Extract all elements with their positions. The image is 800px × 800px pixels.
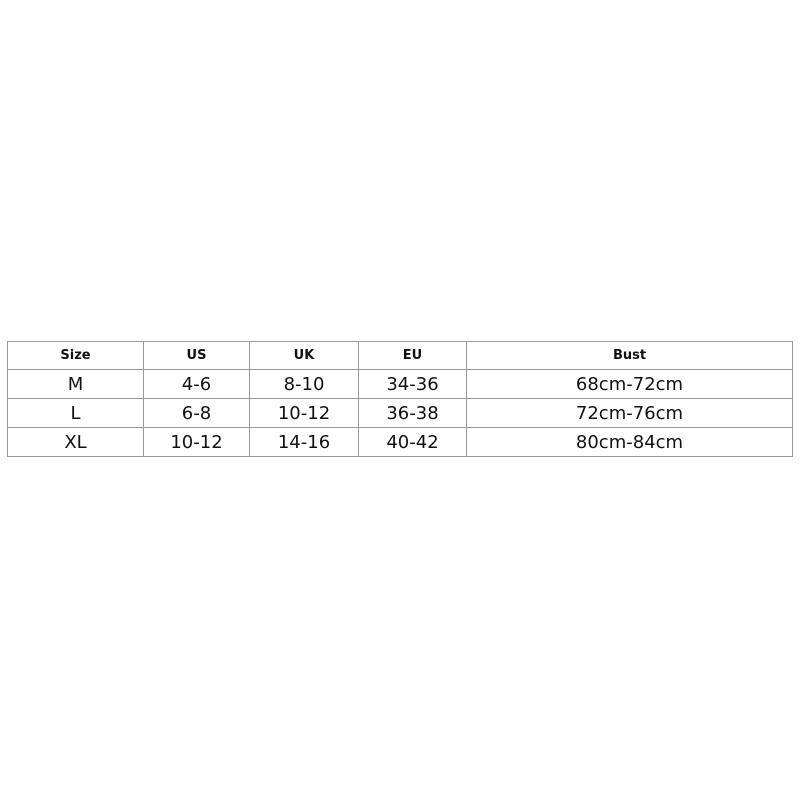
cell-bust: 72cm-76cm: [466, 398, 793, 428]
cell-bust: 68cm-72cm: [466, 369, 793, 399]
cell-us: 10-12: [143, 427, 250, 457]
cell-uk: 14-16: [249, 427, 359, 457]
header-size: Size: [7, 341, 144, 370]
cell-size: L: [7, 398, 144, 428]
cell-eu: 34-36: [358, 369, 467, 399]
header-row: Size US UK EU Bust: [7, 341, 793, 370]
cell-bust: 80cm-84cm: [466, 427, 793, 457]
cell-eu: 40-42: [358, 427, 467, 457]
header-bust: Bust: [466, 341, 793, 370]
header-uk: UK: [249, 341, 359, 370]
table-row: XL 10-12 14-16 40-42 80cm-84cm: [7, 427, 793, 457]
cell-size: XL: [7, 427, 144, 457]
cell-eu: 36-38: [358, 398, 467, 428]
cell-us: 4-6: [143, 369, 250, 399]
header-eu: EU: [358, 341, 467, 370]
header-us: US: [143, 341, 250, 370]
size-chart-table: Size US UK EU Bust M 4-6 8-10 34-36 68cm…: [7, 341, 793, 457]
table-row: M 4-6 8-10 34-36 68cm-72cm: [7, 369, 793, 399]
cell-uk: 10-12: [249, 398, 359, 428]
cell-size: M: [7, 369, 144, 399]
cell-us: 6-8: [143, 398, 250, 428]
table-row: L 6-8 10-12 36-38 72cm-76cm: [7, 398, 793, 428]
cell-uk: 8-10: [249, 369, 359, 399]
